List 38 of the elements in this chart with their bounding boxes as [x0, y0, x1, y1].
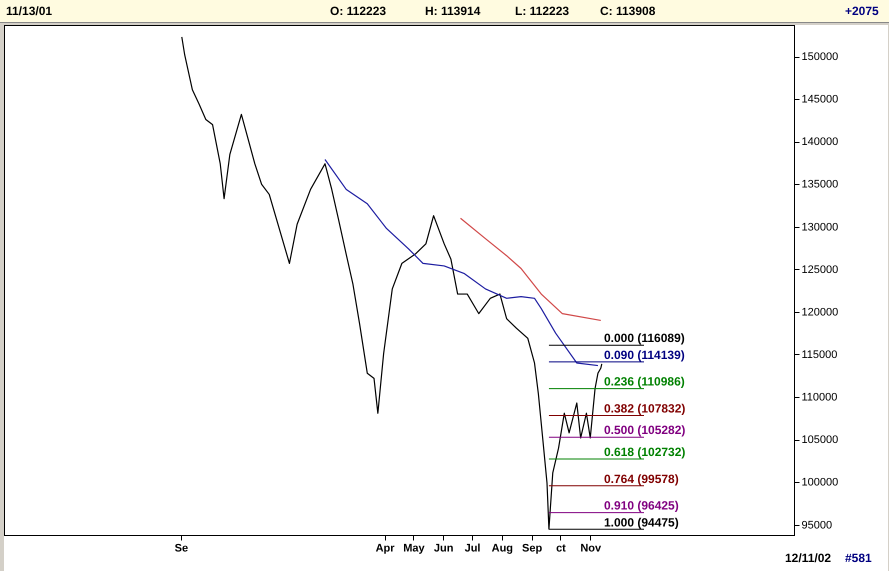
x-tick-label: Apr — [376, 542, 396, 554]
ref-line-label: 0.090 (114139) — [604, 348, 685, 362]
ref-line-label: 0.382 (107832) — [604, 402, 686, 416]
text: L: 112223 — [515, 4, 570, 18]
text: #581 — [845, 551, 872, 565]
x-tick-label: ct — [556, 542, 566, 554]
text: O: 112223 — [330, 4, 386, 18]
y-tick-label: 105000 — [802, 434, 838, 446]
text: +2075 — [845, 4, 879, 18]
text: C: 113908 — [600, 4, 656, 18]
y-tick-label: 95000 — [802, 519, 832, 532]
text: H: 113914 — [425, 4, 480, 18]
x-tick-label: Aug — [492, 542, 514, 554]
ref-line-label: 0.910 (96425) — [604, 498, 679, 513]
ref-line-label: 0.618 (102732) — [604, 444, 686, 459]
x-tick-label: Sep — [522, 542, 542, 554]
y-tick-label: 135000 — [802, 178, 838, 191]
y-tick-label: 110000 — [802, 392, 838, 404]
x-tick-label: Nov — [580, 542, 602, 554]
x-tick-label: May — [403, 542, 426, 554]
ref-line-label: 0.000 (116089) — [604, 331, 685, 346]
y-tick-label: 140000 — [802, 136, 838, 148]
ref-line-label: 0.764 (99578) — [604, 472, 679, 486]
y-tick-label: 100000 — [802, 476, 838, 489]
y-tick-label: 125000 — [802, 264, 838, 276]
y-tick-label: 130000 — [802, 221, 838, 234]
y-tick-label: 145000 — [802, 94, 838, 106]
x-tick-label: Jun — [434, 542, 454, 554]
ref-line-label: 0.500 (105282) — [604, 423, 686, 438]
y-tick-label: 150000 — [802, 51, 838, 64]
ref-line-label: 1.000 (94475) — [604, 515, 679, 530]
x-tick-label: Se — [174, 542, 188, 554]
y-tick-label: 115000 — [802, 349, 838, 361]
x-tick-label: Jul — [464, 542, 480, 554]
text: 12/11/02 — [785, 551, 832, 565]
ref-line-label: 0.236 (110986) — [604, 374, 685, 389]
text: 11/13/01 — [6, 4, 52, 18]
y-tick-label: 120000 — [802, 306, 838, 318]
